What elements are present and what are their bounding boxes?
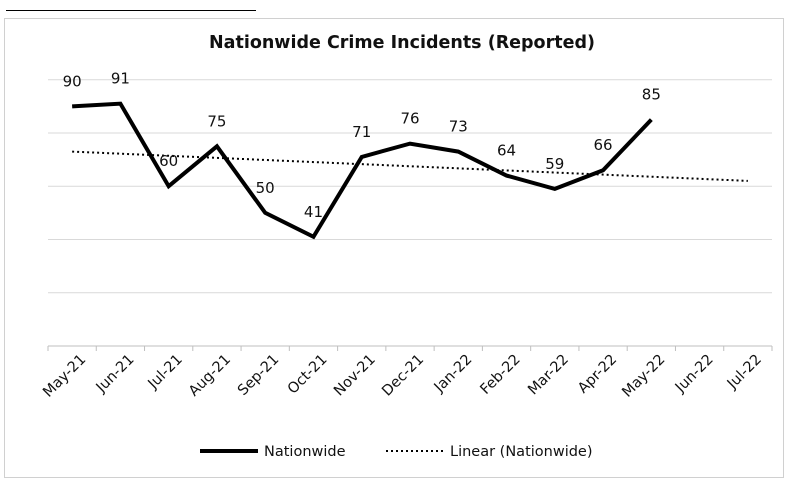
- data-label: 91: [111, 70, 130, 88]
- legend-label-nationwide: Nationwide: [264, 444, 346, 460]
- data-label: 75: [207, 112, 226, 130]
- data-label: 90: [63, 72, 82, 90]
- x-tick-label: Feb-22: [477, 352, 523, 398]
- x-tick-label: May-21: [40, 352, 89, 401]
- data-label: 66: [594, 136, 613, 154]
- x-tick-label: Apr-22: [575, 352, 620, 397]
- data-label: 59: [545, 155, 564, 173]
- data-label: 60: [159, 152, 178, 170]
- data-label: 50: [256, 179, 275, 197]
- x-tick-label: Mar-22: [525, 352, 572, 399]
- data-label: 64: [497, 142, 516, 160]
- x-tick-label: Sep-21: [235, 352, 282, 399]
- data-label: 76: [400, 110, 419, 128]
- top-rule: [6, 10, 256, 11]
- x-tick-label: Jun-21: [93, 352, 138, 397]
- x-tick-label: May-22: [619, 352, 668, 401]
- x-tick-label: Jun-22: [672, 352, 717, 397]
- data-label: 73: [449, 118, 468, 136]
- x-tick-label: Dec-21: [379, 352, 427, 400]
- data-label: 71: [352, 123, 371, 141]
- series-line-nationwide: [72, 101, 653, 240]
- legend-label-linear-nationwide: Linear (Nationwide): [450, 444, 593, 460]
- data-label: 41: [304, 203, 323, 221]
- x-tick-label: Aug-21: [186, 352, 234, 400]
- x-tick-label: Oct-21: [285, 352, 331, 398]
- x-tick-label: Jul-21: [145, 352, 186, 393]
- x-tick-label: Nov-21: [331, 352, 379, 400]
- x-tick-label: Jul-22: [724, 352, 765, 393]
- x-tick-label: Jan-22: [431, 352, 476, 397]
- chart-frame: [4, 18, 784, 478]
- chart-title: Nationwide Crime Incidents (Reported): [209, 33, 595, 53]
- data-label: 85: [642, 86, 661, 104]
